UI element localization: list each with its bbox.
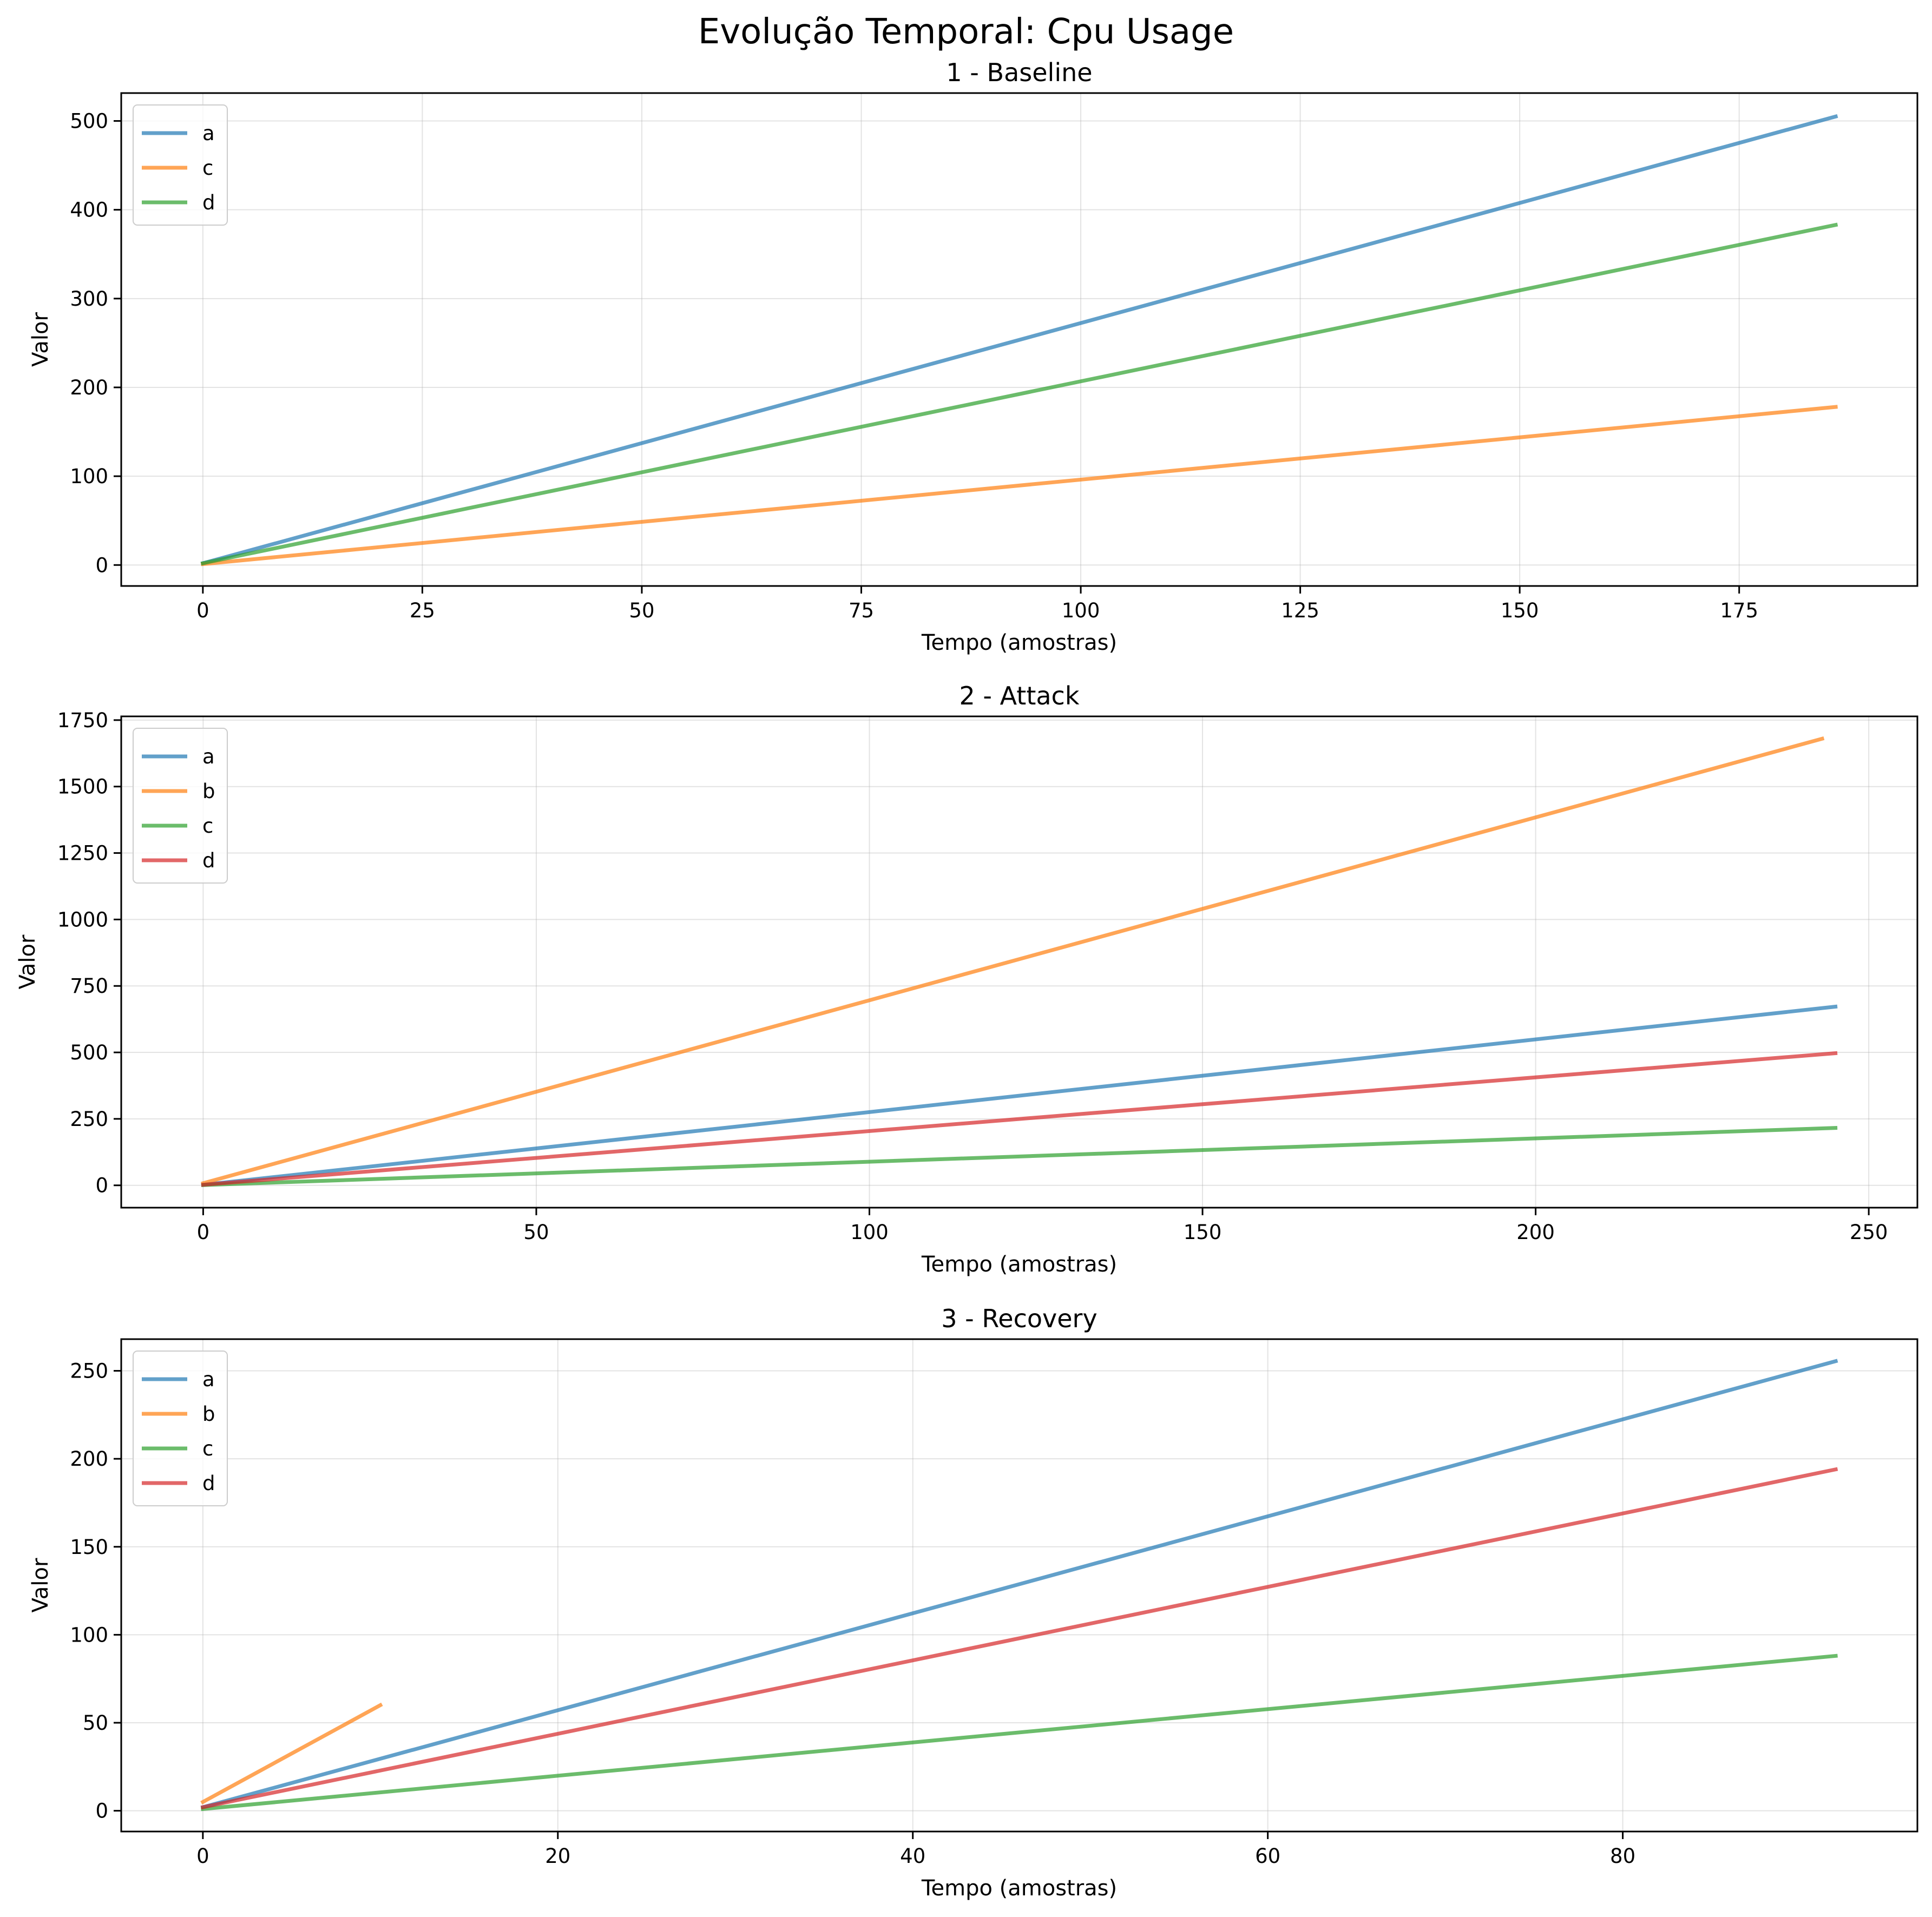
y-tick-label: 750 (70, 974, 108, 998)
axes-frame (120, 715, 1918, 1209)
legend-label: c (202, 814, 213, 838)
panel-title: 1 - Baseline (946, 58, 1092, 87)
legend-box (133, 728, 228, 884)
y-tick-label: 100 (70, 1623, 108, 1646)
series-line-b (200, 1702, 383, 1805)
x-axis-label: Tempo (amostras) (921, 1252, 1117, 1277)
y-tick-label: 1750 (57, 709, 108, 732)
series-line-d (201, 1051, 1838, 1187)
y-tick-label: 50 (83, 1711, 108, 1735)
y-axis-label: Valor (28, 312, 53, 367)
y-tick-label: 1000 (57, 908, 108, 931)
x-tick-label: 125 (1281, 599, 1319, 622)
x-tick-label: 80 (1610, 1844, 1635, 1868)
y-tick-label: 400 (70, 199, 108, 222)
x-tick-label: 75 (849, 599, 874, 622)
legend-label: a (202, 745, 215, 768)
series-line-c (201, 1125, 1838, 1187)
legend-label: b (202, 1402, 215, 1426)
axes-frame (120, 92, 1918, 587)
panel-title: 3 - Recovery (941, 1304, 1097, 1333)
series-line-a (200, 114, 1838, 566)
legend-box (133, 1351, 228, 1506)
legend-label: b (202, 780, 215, 803)
axes-frame (120, 1338, 1918, 1833)
x-tick-label: 200 (1516, 1221, 1555, 1244)
legend-label: a (202, 1368, 215, 1391)
x-tick-label: 50 (629, 599, 654, 622)
x-tick-label: 0 (196, 599, 209, 622)
y-tick-label: 0 (95, 1174, 108, 1197)
y-tick-label: 200 (70, 376, 108, 399)
x-tick-label: 150 (1184, 1221, 1222, 1244)
y-tick-label: 100 (70, 465, 108, 488)
x-tick-label: 175 (1720, 599, 1758, 622)
x-tick-label: 60 (1255, 1844, 1280, 1868)
legend-label: a (202, 122, 215, 145)
y-tick-label: 500 (70, 1041, 108, 1064)
y-tick-label: 200 (70, 1447, 108, 1471)
x-tick-label: 40 (900, 1844, 925, 1868)
y-tick-label: 0 (95, 554, 108, 577)
legend-label: d (202, 1472, 215, 1495)
x-axis-label: Tempo (amostras) (921, 1876, 1117, 1901)
series-line-d (200, 1467, 1838, 1810)
legend-label: d (202, 849, 215, 872)
y-tick-label: 250 (70, 1108, 108, 1131)
y-tick-label: 250 (70, 1360, 108, 1383)
series-line-d (200, 222, 1838, 566)
chart-panel-2: 0 50 100 150 200 250 0 250 500 750 1000 1250 1500 175… (15, 681, 1918, 1277)
x-tick-label: 0 (197, 1221, 210, 1244)
chart-panel-3: 0 20 40 60 80 0 50 100 150 200 250 3 - Recovery Temp… (28, 1304, 1918, 1901)
y-tick-label: 0 (95, 1800, 108, 1823)
y-tick-label: 150 (70, 1536, 108, 1559)
chart-panel-1: 0 25 50 75 100 125 150 175 0 100 200 300 400 500 1 - B… (28, 58, 1918, 655)
series-line-a (200, 1359, 1838, 1810)
figure-title: Evolução Temporal: Cpu Usage (698, 12, 1234, 52)
y-tick-label: 1250 (57, 842, 108, 865)
series-line-a (201, 1004, 1838, 1187)
series-line-b (201, 736, 1825, 1186)
x-tick-label: 20 (545, 1844, 570, 1868)
series-line-c (201, 1654, 1838, 1811)
x-tick-label: 25 (410, 599, 435, 622)
x-axis-label: Tempo (amostras) (921, 630, 1117, 655)
panel-title: 2 - Attack (960, 681, 1080, 710)
y-tick-label: 300 (70, 287, 108, 311)
y-axis-label: Valor (28, 1558, 53, 1612)
x-tick-label: 50 (523, 1221, 549, 1244)
y-tick-label: 500 (70, 110, 108, 133)
x-tick-label: 0 (196, 1844, 209, 1868)
x-tick-label: 100 (850, 1221, 889, 1244)
x-tick-label: 250 (1850, 1221, 1888, 1244)
legend-label: d (202, 191, 215, 214)
y-tick-label: 1500 (57, 775, 108, 799)
legend-label: c (202, 156, 213, 180)
x-tick-label: 150 (1501, 599, 1539, 622)
y-axis-label: Valor (15, 934, 40, 989)
legend-label: c (202, 1437, 213, 1460)
series-line-c (201, 405, 1838, 566)
x-tick-label: 100 (1062, 599, 1100, 622)
